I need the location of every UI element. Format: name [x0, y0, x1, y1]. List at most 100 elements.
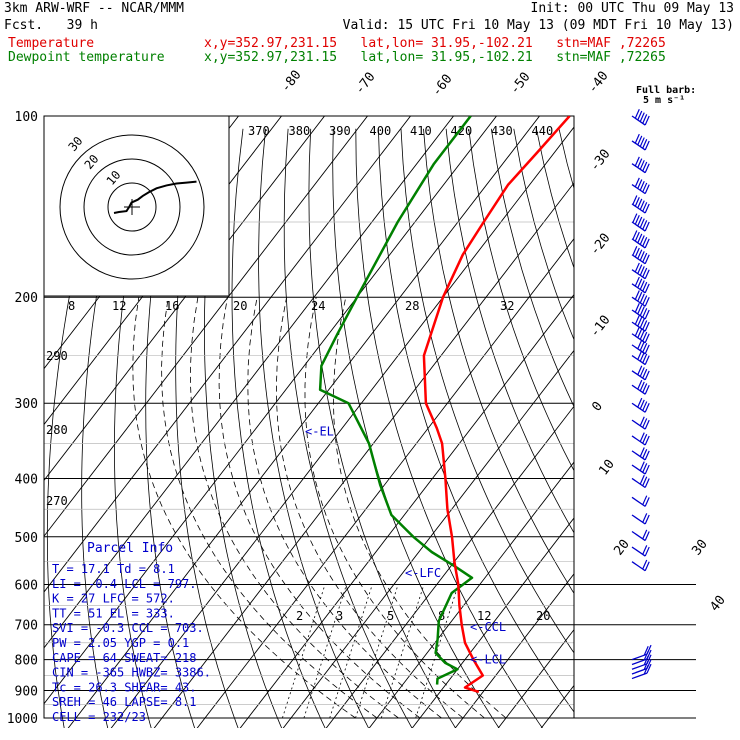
wind-barb — [631, 402, 646, 413]
barb-flag — [634, 133, 640, 144]
dry-adiabat — [231, 128, 326, 728]
barb-flag — [637, 264, 643, 274]
marker-el: <-EL — [305, 425, 334, 439]
barb-flag — [644, 140, 650, 151]
theta-label: 440 — [532, 124, 554, 138]
wind-barb — [631, 450, 646, 461]
barb-flag — [644, 344, 650, 355]
barb-flag — [642, 320, 648, 330]
dry-adiabat — [378, 128, 574, 713]
barb-flag — [639, 160, 645, 170]
dry-adiabat — [582, 129, 740, 731]
dry-adiabat — [672, 129, 740, 731]
barb-flag — [643, 664, 649, 675]
barb-flag — [639, 474, 645, 485]
wind-barb — [631, 530, 646, 542]
barb-flag — [637, 198, 643, 209]
dry-adiabat — [445, 128, 574, 534]
wind-barb — [631, 435, 646, 446]
barb-flag — [634, 302, 640, 313]
wind-barb — [631, 309, 646, 320]
valid-time: Valid: 15 UTC Fri 10 May 13 (09 MDT Fri … — [342, 18, 734, 33]
wind-barb — [631, 514, 646, 525]
barb-flag — [637, 339, 643, 350]
barb-flag — [634, 262, 640, 273]
barb-flag — [639, 112, 645, 122]
barb-flag — [639, 235, 645, 245]
barb-flag — [639, 318, 645, 329]
barb-flag — [642, 236, 648, 247]
parcel-info-title: Parcel Info — [87, 541, 173, 556]
barb-flag — [634, 177, 640, 188]
pressure-label: 200 — [15, 291, 38, 306]
isotherm — [368, 461, 574, 728]
barb-flag — [639, 351, 645, 362]
dry-adiabat — [81, 128, 131, 728]
theta-label: 380 — [289, 124, 311, 138]
barb-flag — [632, 230, 638, 240]
hodograph-ring — [83, 158, 181, 256]
isotherm — [67, 116, 541, 728]
dry-adiabat — [400, 128, 574, 654]
theta-label: 400 — [370, 124, 392, 138]
wind-barb — [631, 203, 646, 214]
isotherm — [325, 405, 574, 728]
pressure-label: 500 — [15, 531, 38, 546]
barb-flag — [642, 476, 648, 487]
barb-flag — [642, 220, 648, 230]
dry-adiabat — [558, 128, 574, 190]
barb-flag — [637, 110, 643, 121]
barb-flag — [642, 281, 648, 292]
barb-flag — [642, 434, 648, 444]
moist-adiabat — [132, 297, 356, 719]
mixing-ratio-line — [282, 584, 326, 719]
pressure-label: 400 — [15, 472, 38, 487]
wind-barb — [631, 184, 646, 195]
barb-flag — [644, 321, 650, 332]
wind-barb — [631, 546, 646, 557]
barb-flag — [634, 247, 640, 258]
pressure-label: 800 — [15, 654, 38, 669]
barb-flag — [637, 304, 643, 315]
barb-flag — [642, 267, 648, 278]
barb-flag — [644, 419, 650, 430]
barb-flag — [643, 650, 649, 661]
barb-flag — [642, 383, 648, 393]
hodo-axis-label: 8 — [68, 299, 75, 313]
barb-flag — [637, 397, 643, 408]
pressure-label: 900 — [15, 684, 38, 699]
mixing-ratio-line — [355, 584, 399, 719]
parcel-info-box: Parcel Info T = 17.1 Td = 8.1LI = -0.4 L… — [52, 541, 211, 724]
dry-adiabat — [513, 128, 574, 341]
barb-flag — [639, 416, 645, 426]
isotherm-label: 20 — [611, 537, 632, 559]
mixing-ratio-label: 5 — [387, 609, 394, 623]
barb-flag — [644, 283, 650, 294]
theta-label: 370 — [248, 124, 270, 138]
barb-flag — [642, 331, 648, 342]
barb-flag — [644, 497, 650, 507]
wind-barb — [631, 254, 646, 265]
barb-flag — [644, 546, 650, 557]
barb-flag — [639, 367, 645, 377]
barb-flag — [642, 401, 648, 411]
barb-flag — [637, 135, 643, 146]
barb-flag — [637, 365, 643, 375]
mixing-ratio-label: 2 — [296, 609, 303, 623]
barb-flag — [639, 432, 645, 442]
dry-adiabat — [649, 129, 740, 731]
marker-ccl: <-CCL — [470, 620, 506, 634]
barb-legend-line1: Full barb: — [636, 85, 696, 96]
wind-barb — [631, 419, 646, 430]
barb-flag — [639, 200, 645, 210]
hodograph-frame — [43, 115, 230, 297]
barb-flag — [644, 333, 650, 344]
hodo-axis-label: 16 — [165, 299, 179, 313]
dry-adiabat — [332, 128, 500, 728]
barb-flag — [637, 158, 643, 168]
model-title: 3km ARW-WRF -- NCAR/MMM — [4, 1, 185, 16]
barb-flag — [642, 513, 648, 523]
barb-flag — [634, 231, 640, 242]
barb-flag — [637, 278, 643, 289]
